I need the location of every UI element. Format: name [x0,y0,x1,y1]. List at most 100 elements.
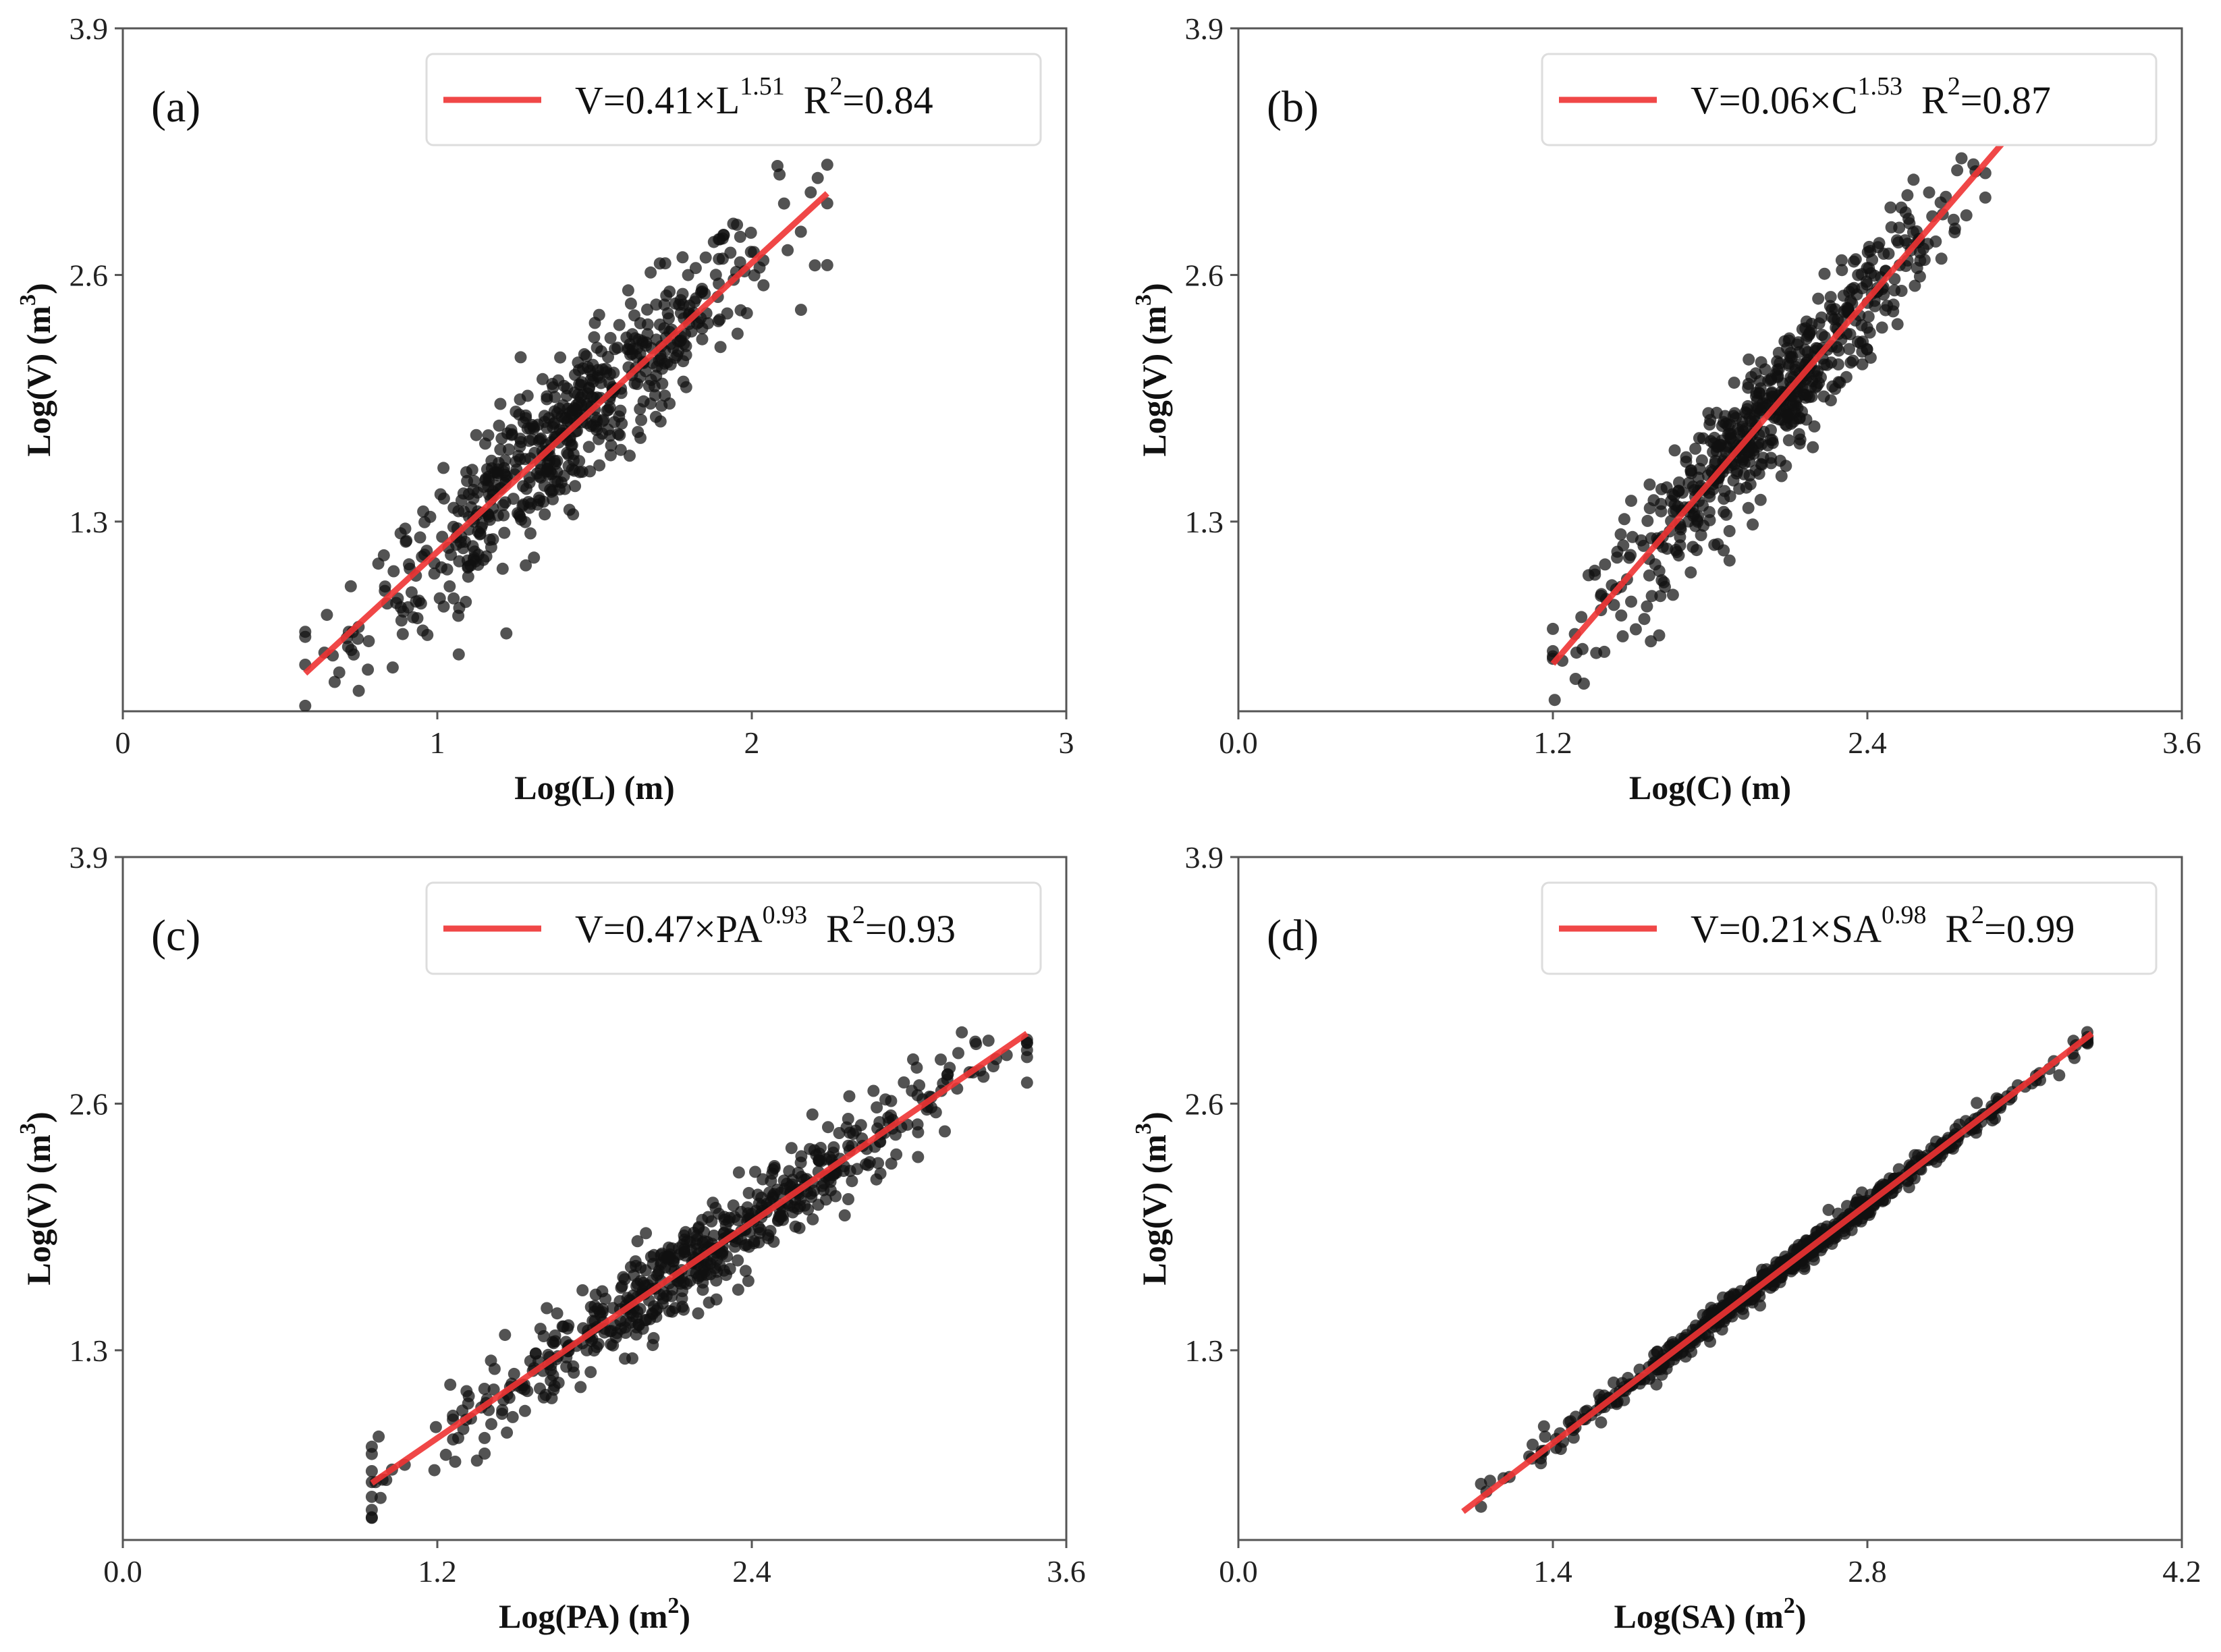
legend: V=0.21×SA0.98 R2=0.99 [1541,881,2158,975]
data-point [462,560,474,573]
data-point [478,1431,491,1444]
data-point [466,540,479,553]
data-point [613,319,626,331]
data-point [1955,152,1968,165]
data-point [494,443,507,456]
data-point [1812,292,1825,305]
data-point [1861,343,1873,356]
data-point [641,303,653,316]
data-point [650,333,663,346]
data-point [537,373,549,385]
legend-equation: V=0.06×C1.53 R2=0.87 [1691,72,2051,122]
data-point [1803,328,1816,341]
data-point [667,341,680,354]
data-point [365,1511,378,1524]
data-point [1817,390,1830,403]
data-point [1893,221,1906,234]
data-point [821,258,833,271]
legend-box [425,881,1042,975]
data-point [1670,546,1683,558]
data-point [1742,381,1755,394]
data-point [771,160,784,172]
chart-panel-4: 0.0 1.4 2.8 4.2 1.3 2.6 3.9 Log(SA) (m2) Log(V) … [1131,840,2201,1635]
data-point [935,1053,947,1066]
data-point [1868,269,1881,282]
data-point [542,468,555,481]
data-point [551,1307,564,1320]
data-point [701,1259,714,1271]
data-point [541,393,553,406]
data-point [879,1093,892,1106]
data-point [689,262,702,275]
data-point [494,397,507,410]
data-point [528,551,541,564]
data-point [445,549,458,561]
data-point [653,319,666,331]
data-point [1657,576,1670,588]
data-point [728,1240,741,1253]
data-point [1723,554,1736,567]
data-point [634,403,647,416]
data-point [1808,420,1821,433]
data-point [573,378,586,391]
x-tick-label: 2 [744,725,760,760]
data-point [1826,303,1838,316]
data-point [1666,588,1679,601]
data-point [740,1238,753,1251]
data-point [1765,451,1778,464]
data-point [874,1167,887,1180]
data-point [1775,470,1788,483]
data-point [749,1165,761,1178]
data-point [510,406,522,418]
data-point [614,404,627,417]
y-axis-label: Log(V) (m3) [1131,283,1173,456]
data-point [497,499,510,512]
data-point [1643,569,1655,582]
x-tick-label: 2.4 [1848,725,1887,760]
data-point [842,1139,854,1152]
data-point [732,1284,744,1296]
data-point [1813,377,1826,389]
data-point [1625,595,1637,608]
data-point [624,449,636,462]
data-point [515,436,527,449]
data-point [593,308,605,321]
data-point [1483,1475,1496,1487]
data-point [483,474,495,487]
data-point [742,1275,755,1288]
data-point [1855,1186,1868,1199]
x-axis-label: Log(PA) (m2) [499,1593,690,1635]
data-point [638,1314,651,1327]
x-tick-label: 0.0 [103,1554,142,1589]
data-point [436,530,449,543]
data-point [1901,189,1914,202]
data-point [449,1456,462,1468]
data-point [614,443,627,456]
data-point [1629,623,1642,636]
data-point [584,465,597,478]
data-point [631,1235,644,1248]
data-point [1884,201,1897,214]
data-point [727,217,740,230]
data-point [620,1315,632,1327]
data-point [395,614,408,627]
data-point [435,561,447,574]
legend: V=0.06×C1.53 R2=0.87 [1541,53,2158,146]
data-point [912,1126,925,1138]
data-point [827,1141,840,1154]
data-point [1645,590,1658,603]
data-point [626,328,638,341]
x-tick-label: 1.2 [1533,725,1572,760]
data-point [462,1389,475,1402]
data-point [679,1249,692,1262]
data-point [869,1140,881,1153]
data-point [528,420,541,433]
y-tick-label: 2.6 [70,1086,109,1121]
data-point [1818,267,1831,280]
data-point [650,1304,663,1317]
data-point [470,1454,483,1467]
data-point [620,1327,632,1339]
data-point [1778,404,1791,416]
data-point [352,684,365,697]
